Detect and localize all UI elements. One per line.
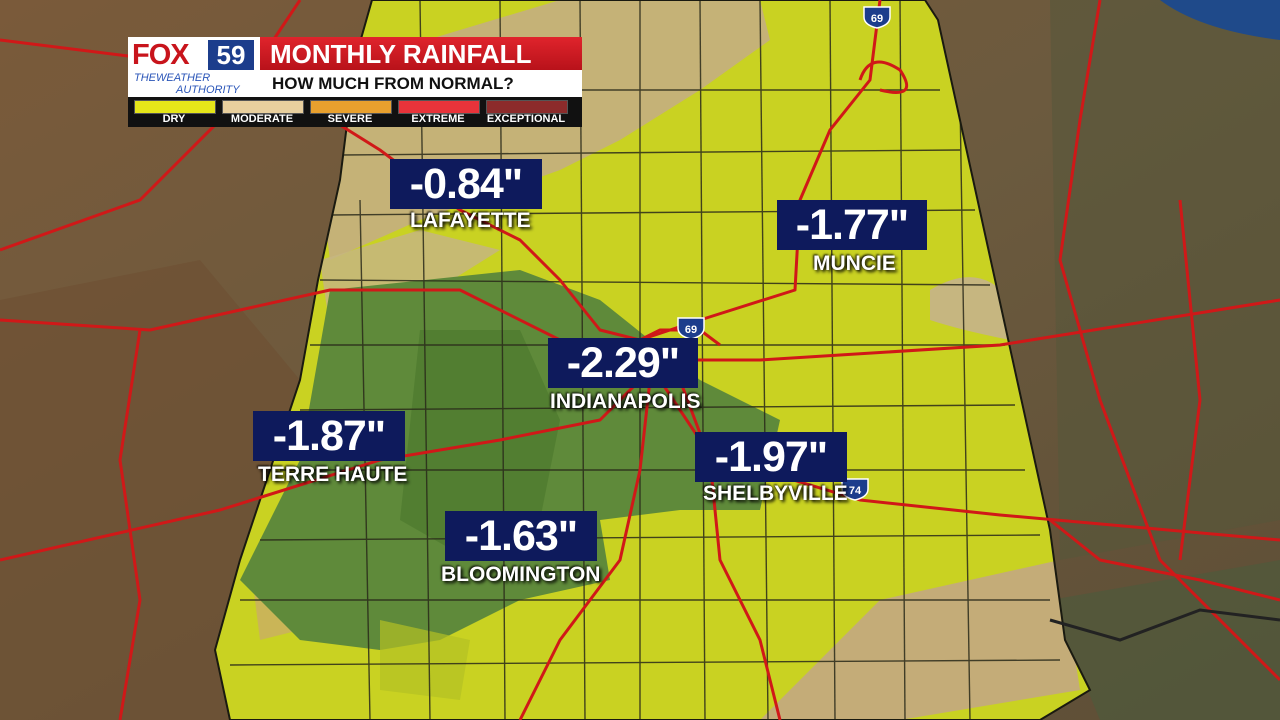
legend-item-dry: DRY	[128, 97, 216, 127]
legend-swatch-severe	[310, 100, 392, 114]
legend-item-exceptional: EXCEPTIONAL	[480, 97, 568, 127]
lake-erie	[1160, 0, 1280, 40]
svg-text:69: 69	[685, 324, 697, 336]
logo-channel: 59	[208, 40, 254, 70]
interstate-69-shield-north: 69	[863, 6, 891, 29]
legend-label-moderate: MODERATE	[230, 113, 294, 125]
city-value: -1.97"	[695, 432, 847, 482]
legend-label-severe: SEVERE	[327, 113, 373, 125]
logo-tagline-line1: THEWEATHER	[134, 72, 211, 84]
page-title: MONTHLY RAINFALL	[270, 39, 532, 69]
state-border	[213, 0, 1092, 720]
city-name: MUNCIE	[813, 252, 896, 275]
ohio-river	[1049, 608, 1280, 642]
illinois-terrain	[0, 260, 300, 720]
logo-tagline-line2: AUTHORITY	[176, 84, 240, 96]
legend-item-severe: SEVERE	[304, 97, 392, 127]
city-value: -2.29"	[548, 338, 698, 388]
graphic-header: FOX 59 THEWEATHER AUTHORITY MONTHLY RAIN…	[128, 37, 582, 127]
city-name: BLOOMINGTON	[441, 563, 601, 586]
legend-swatch-extreme	[398, 100, 480, 114]
kentucky-terrain	[1050, 560, 1280, 720]
interstate-69-shield-indianapolis: 69	[677, 317, 705, 340]
legend-swatch-exceptional	[486, 100, 568, 114]
svg-text:74: 74	[849, 485, 862, 497]
legend-swatch-moderate	[222, 100, 304, 114]
city-name: SHELBYVILLE	[703, 482, 848, 505]
page-subtitle: HOW MUCH FROM NORMAL?	[272, 74, 514, 93]
logo-brand: FOX	[132, 39, 190, 71]
title-bar: MONTHLY RAINFALL	[260, 37, 582, 70]
legend-item-extreme: EXTREME	[392, 97, 480, 127]
legend-item-moderate: MODERATE	[216, 97, 304, 127]
city-value: -1.77"	[777, 200, 927, 250]
fox59-logo: FOX 59 THEWEATHER AUTHORITY	[128, 37, 260, 97]
city-name: TERRE HAUTE	[258, 463, 408, 486]
city-name: INDIANAPOLIS	[550, 390, 701, 413]
city-value: -1.63"	[445, 511, 597, 561]
city-value: -1.87"	[253, 411, 405, 461]
legend-swatch-dry	[134, 100, 216, 114]
legend-label-exceptional: EXCEPTIONAL	[486, 113, 566, 125]
legend-label-dry: DRY	[162, 113, 186, 125]
subtitle-bar: HOW MUCH FROM NORMAL?	[260, 70, 582, 97]
svg-text:69: 69	[871, 13, 883, 25]
legend-label-extreme: EXTREME	[411, 113, 465, 125]
drought-legend: DRY MODERATE SEVERE EXTREME EXCEPTIONAL	[128, 97, 582, 127]
interstate-74-shield: 74	[841, 478, 869, 501]
city-name: LAFAYETTE	[410, 209, 531, 232]
city-value: -0.84"	[390, 159, 542, 209]
